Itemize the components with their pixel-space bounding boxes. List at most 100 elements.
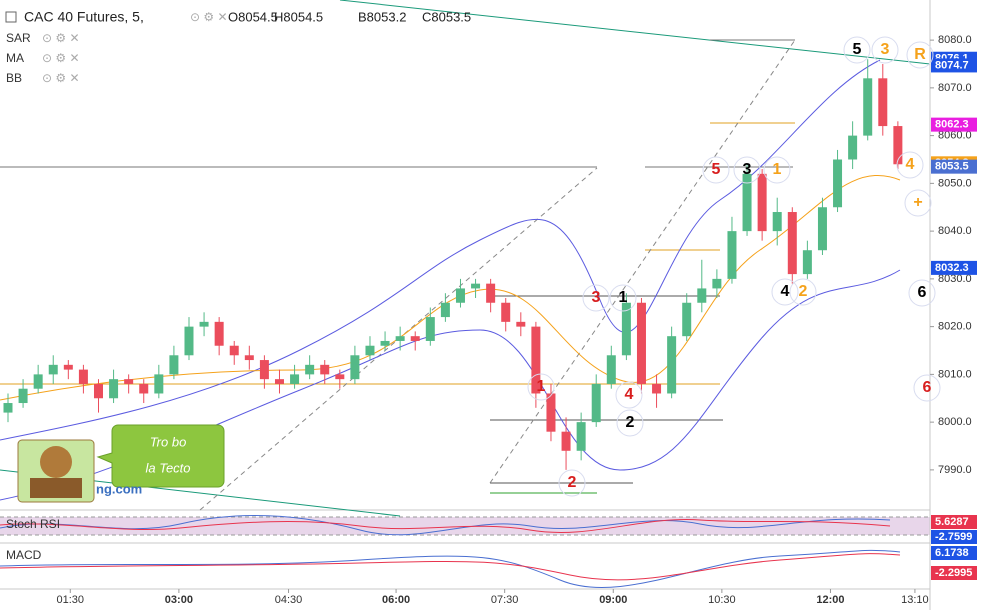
candle-body xyxy=(863,78,873,136)
x-tick-label: 04:30 xyxy=(275,594,303,606)
candle-body xyxy=(787,212,797,275)
candle-body xyxy=(606,355,616,384)
candle-body xyxy=(18,388,28,404)
candle-body xyxy=(335,374,345,380)
indicator-label[interactable]: BB xyxy=(6,71,22,85)
price-label: 8074.7 xyxy=(935,59,969,71)
avatar-bear xyxy=(40,446,72,478)
quote-open: O8054.5 xyxy=(228,9,278,24)
candle-body xyxy=(501,302,511,322)
annotation-ring xyxy=(527,373,555,401)
candle-body xyxy=(848,135,858,160)
annotation-ring xyxy=(904,189,932,217)
candle-body xyxy=(259,360,269,380)
symbol-title: CAC 40 Futures, 5, xyxy=(24,9,144,25)
candle-body xyxy=(350,355,360,380)
candle-body xyxy=(546,393,556,432)
candle-body xyxy=(893,126,903,165)
annotation: 4 xyxy=(625,386,634,403)
annotation: 6 xyxy=(923,379,932,396)
y-tick-label: 8030.0 xyxy=(938,273,972,285)
candle-body xyxy=(802,250,812,275)
indicator-icons[interactable]: ⊙ ⚙ ✕ xyxy=(42,31,80,45)
y-tick-label: 8020.0 xyxy=(938,321,972,333)
candle-body xyxy=(63,364,73,370)
annotation: 4 xyxy=(781,283,790,300)
indicator-icons[interactable]: ⊙ ⚙ ✕ xyxy=(42,51,80,65)
pane-label-box xyxy=(931,530,977,544)
indicator-label[interactable]: MA xyxy=(6,51,24,65)
indicator-label[interactable]: SAR xyxy=(6,31,31,45)
candle-body xyxy=(636,302,646,384)
candle-body xyxy=(833,159,843,208)
annotation-ring xyxy=(896,151,924,179)
annotation: 4 xyxy=(906,156,915,173)
avatar-desk xyxy=(30,478,82,498)
x-tick-label: 10:30 xyxy=(708,594,736,606)
y-tick-label: 8050.0 xyxy=(938,177,972,189)
annotation-ring xyxy=(871,36,899,64)
candle-body xyxy=(652,383,662,394)
x-tick-label: 03:00 xyxy=(165,594,193,606)
quote-high: H8054.5 xyxy=(274,9,323,24)
y-tick-label: 8070.0 xyxy=(938,82,972,94)
candle-body xyxy=(682,302,692,337)
annotation-ring xyxy=(843,36,871,64)
pane-label-box xyxy=(931,515,977,529)
annotation-ring xyxy=(763,156,791,184)
x-tick-label: 01:30 xyxy=(57,594,85,606)
candle-body xyxy=(471,283,481,289)
candle-body xyxy=(455,288,465,303)
candle-body xyxy=(395,336,405,341)
macd-signal xyxy=(0,553,901,581)
y-tick-label: 8060.0 xyxy=(938,130,972,142)
candle-body xyxy=(93,383,103,399)
symbol-icon[interactable] xyxy=(5,11,17,23)
price-label-box xyxy=(931,117,977,132)
annotation-ring xyxy=(908,279,936,307)
price-label: 8032.3 xyxy=(935,262,969,274)
header-icons[interactable]: ⊙ ⚙ ✕ xyxy=(190,10,228,24)
pane-label: MACD xyxy=(6,548,42,562)
stoch-band xyxy=(0,517,930,535)
annotation: 2 xyxy=(626,414,635,431)
price-label: 8062.3 xyxy=(935,119,969,131)
candle-body xyxy=(78,369,88,384)
annotation-ring xyxy=(906,41,934,69)
indicator-icons[interactable]: ⊙ ⚙ ✕ xyxy=(42,71,80,85)
candle-body xyxy=(109,379,119,399)
speech-bubble xyxy=(96,424,225,488)
annotation: 2 xyxy=(799,283,808,300)
candle-body xyxy=(410,336,420,341)
price-label-box xyxy=(931,260,977,275)
x-tick-label: 13:10 xyxy=(901,594,929,606)
candle-body xyxy=(184,326,194,356)
annotation-ring xyxy=(616,409,644,437)
ma-line xyxy=(0,174,901,401)
pane-label-box xyxy=(931,546,977,560)
annotation-ring xyxy=(702,156,730,184)
annotation: R xyxy=(914,46,926,63)
candle-body xyxy=(305,364,315,375)
candle-body xyxy=(561,431,571,451)
candle-body xyxy=(591,383,601,423)
price-label-box xyxy=(931,58,977,73)
candle-body xyxy=(290,374,300,384)
pane-label-value: -2.7599 xyxy=(935,531,972,543)
price-label-box xyxy=(931,159,977,174)
annotation-ring xyxy=(789,278,817,306)
candle-body xyxy=(697,288,707,303)
y-tick-label: 8010.0 xyxy=(938,368,972,380)
candle-body xyxy=(727,231,737,279)
annotation: 2 xyxy=(568,474,577,491)
candle-body xyxy=(139,383,149,394)
y-tick-label: 8000.0 xyxy=(938,416,972,428)
pane-label-value: -2.2995 xyxy=(935,567,972,579)
note-line: Tro bo xyxy=(150,434,187,449)
candle-body xyxy=(486,283,496,303)
quote-close: C8053.5 xyxy=(422,9,471,24)
x-tick-label: 09:00 xyxy=(599,594,627,606)
candle-body xyxy=(199,321,209,327)
candle-body xyxy=(576,422,586,451)
